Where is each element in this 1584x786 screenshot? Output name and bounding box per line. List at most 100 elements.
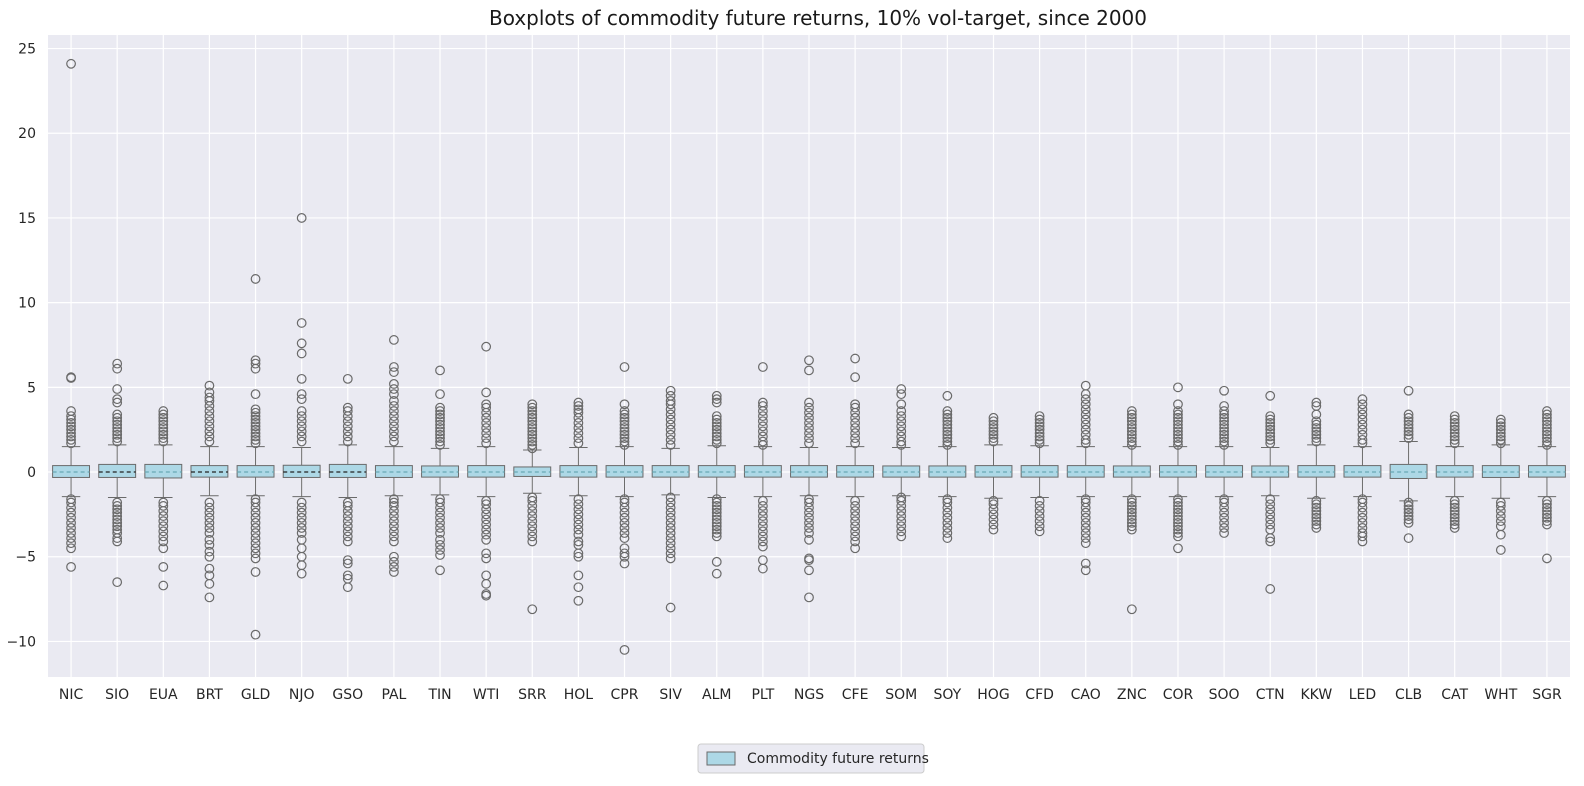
outlier-point: [665, 385, 676, 396]
outlier-point: [389, 367, 399, 377]
outlier-point: [1449, 411, 1460, 422]
outlier-point: [1357, 528, 1368, 538]
outlier-point: [1311, 397, 1322, 408]
outlier-point: [942, 416, 953, 427]
outlier-point: [942, 419, 953, 430]
outlier-point: [1311, 506, 1322, 516]
outlier-point: [204, 426, 215, 437]
outlier-point: [988, 514, 999, 525]
outlier-point: [619, 558, 630, 569]
outlier-point: [389, 531, 399, 542]
box-alm: [697, 390, 736, 579]
outlier-point: [1173, 409, 1183, 420]
outlier-point: [296, 431, 307, 442]
outlier-point: [250, 414, 261, 425]
outlier-point: [527, 495, 538, 506]
box-iqr: [1343, 465, 1382, 478]
box-iqr: [974, 465, 1013, 478]
outlier-point: [1357, 419, 1368, 430]
outlier-point: [158, 426, 169, 437]
outlier-point: [296, 426, 307, 437]
box-cfe: [836, 353, 875, 554]
outlier-point: [988, 419, 999, 430]
outlier-point: [250, 567, 261, 577]
outlier-point: [158, 511, 169, 521]
outlier-point: [66, 424, 76, 435]
outlier-point: [204, 563, 215, 574]
outlier-point: [112, 517, 123, 528]
x-tick-label: BRT: [196, 687, 223, 703]
outlier-point: [619, 399, 630, 410]
x-tick-label: WTI: [473, 687, 500, 703]
outlier-point: [389, 379, 399, 389]
outlier-point: [435, 512, 445, 523]
outlier-point: [1080, 538, 1091, 549]
outlier-point: [1357, 512, 1368, 523]
outlier-point: [1403, 497, 1414, 508]
y-axis-ticks: −10 −5 0 5 10 15 20 25: [6, 42, 36, 651]
outlier-point: [1311, 516, 1322, 527]
outlier-point: [435, 507, 445, 518]
outlier-point: [481, 433, 492, 444]
outlier-point: [1311, 436, 1322, 447]
outlier-point: [896, 506, 907, 516]
outlier-point: [1126, 514, 1137, 525]
outlier-point: [1542, 423, 1552, 433]
outlier-point: [1403, 412, 1414, 423]
outlier-point: [1219, 419, 1229, 430]
outlier-point: [1219, 523, 1229, 533]
outlier-point: [896, 440, 907, 450]
outlier-point: [665, 419, 676, 430]
box-clb: [1389, 385, 1428, 543]
outlier-point: [711, 411, 722, 422]
outlier-point: [988, 416, 999, 427]
outlier-point: [296, 523, 307, 533]
outlier-point: [711, 421, 722, 432]
outlier-point: [1265, 514, 1276, 525]
outlier-point: [1265, 424, 1276, 435]
outlier-point: [804, 365, 814, 376]
outlier-point: [1265, 519, 1276, 530]
outlier-point: [942, 412, 953, 423]
outlier-point: [204, 592, 215, 603]
outlier-point: [1126, 497, 1137, 508]
box-iqr: [328, 463, 367, 478]
outlier-point: [1080, 497, 1091, 508]
box-iqr: [190, 465, 229, 478]
outlier-point: [481, 519, 492, 530]
outlier-point: [665, 497, 676, 508]
outlier-point: [988, 426, 999, 437]
outlier-point: [1403, 409, 1414, 420]
outlier-point: [1542, 406, 1552, 416]
outlier-point: [757, 536, 768, 547]
y-tick-label: 5: [27, 380, 36, 396]
outlier-point: [1265, 421, 1276, 432]
outlier-point: [1219, 436, 1229, 447]
outlier-point: [804, 355, 814, 366]
outlier-point: [988, 423, 999, 433]
outlier-point: [1311, 419, 1322, 430]
outlier-point: [1542, 519, 1552, 530]
outlier-point: [1357, 438, 1368, 449]
outlier-point: [250, 431, 261, 442]
outlier-point: [1265, 584, 1276, 594]
outlier-point: [250, 497, 261, 508]
outlier-point: [619, 517, 630, 528]
outlier-point: [66, 494, 76, 505]
outlier-point: [1542, 509, 1552, 520]
x-tick-label: NIC: [59, 687, 84, 703]
outlier-point: [204, 421, 215, 432]
outlier-point: [988, 412, 999, 423]
outlier-point: [804, 517, 814, 528]
outlier-point: [1126, 524, 1137, 535]
outlier-point: [66, 517, 76, 528]
outlier-point: [66, 414, 76, 425]
outlier-point: [1080, 409, 1091, 420]
box-iqr: [651, 465, 690, 478]
box-iqr: [1159, 465, 1197, 478]
outlier-point: [850, 423, 861, 433]
outlier-point: [250, 407, 261, 418]
outlier-point: [1126, 504, 1137, 515]
outlier-point: [896, 495, 907, 506]
outlier-point: [1495, 521, 1506, 532]
